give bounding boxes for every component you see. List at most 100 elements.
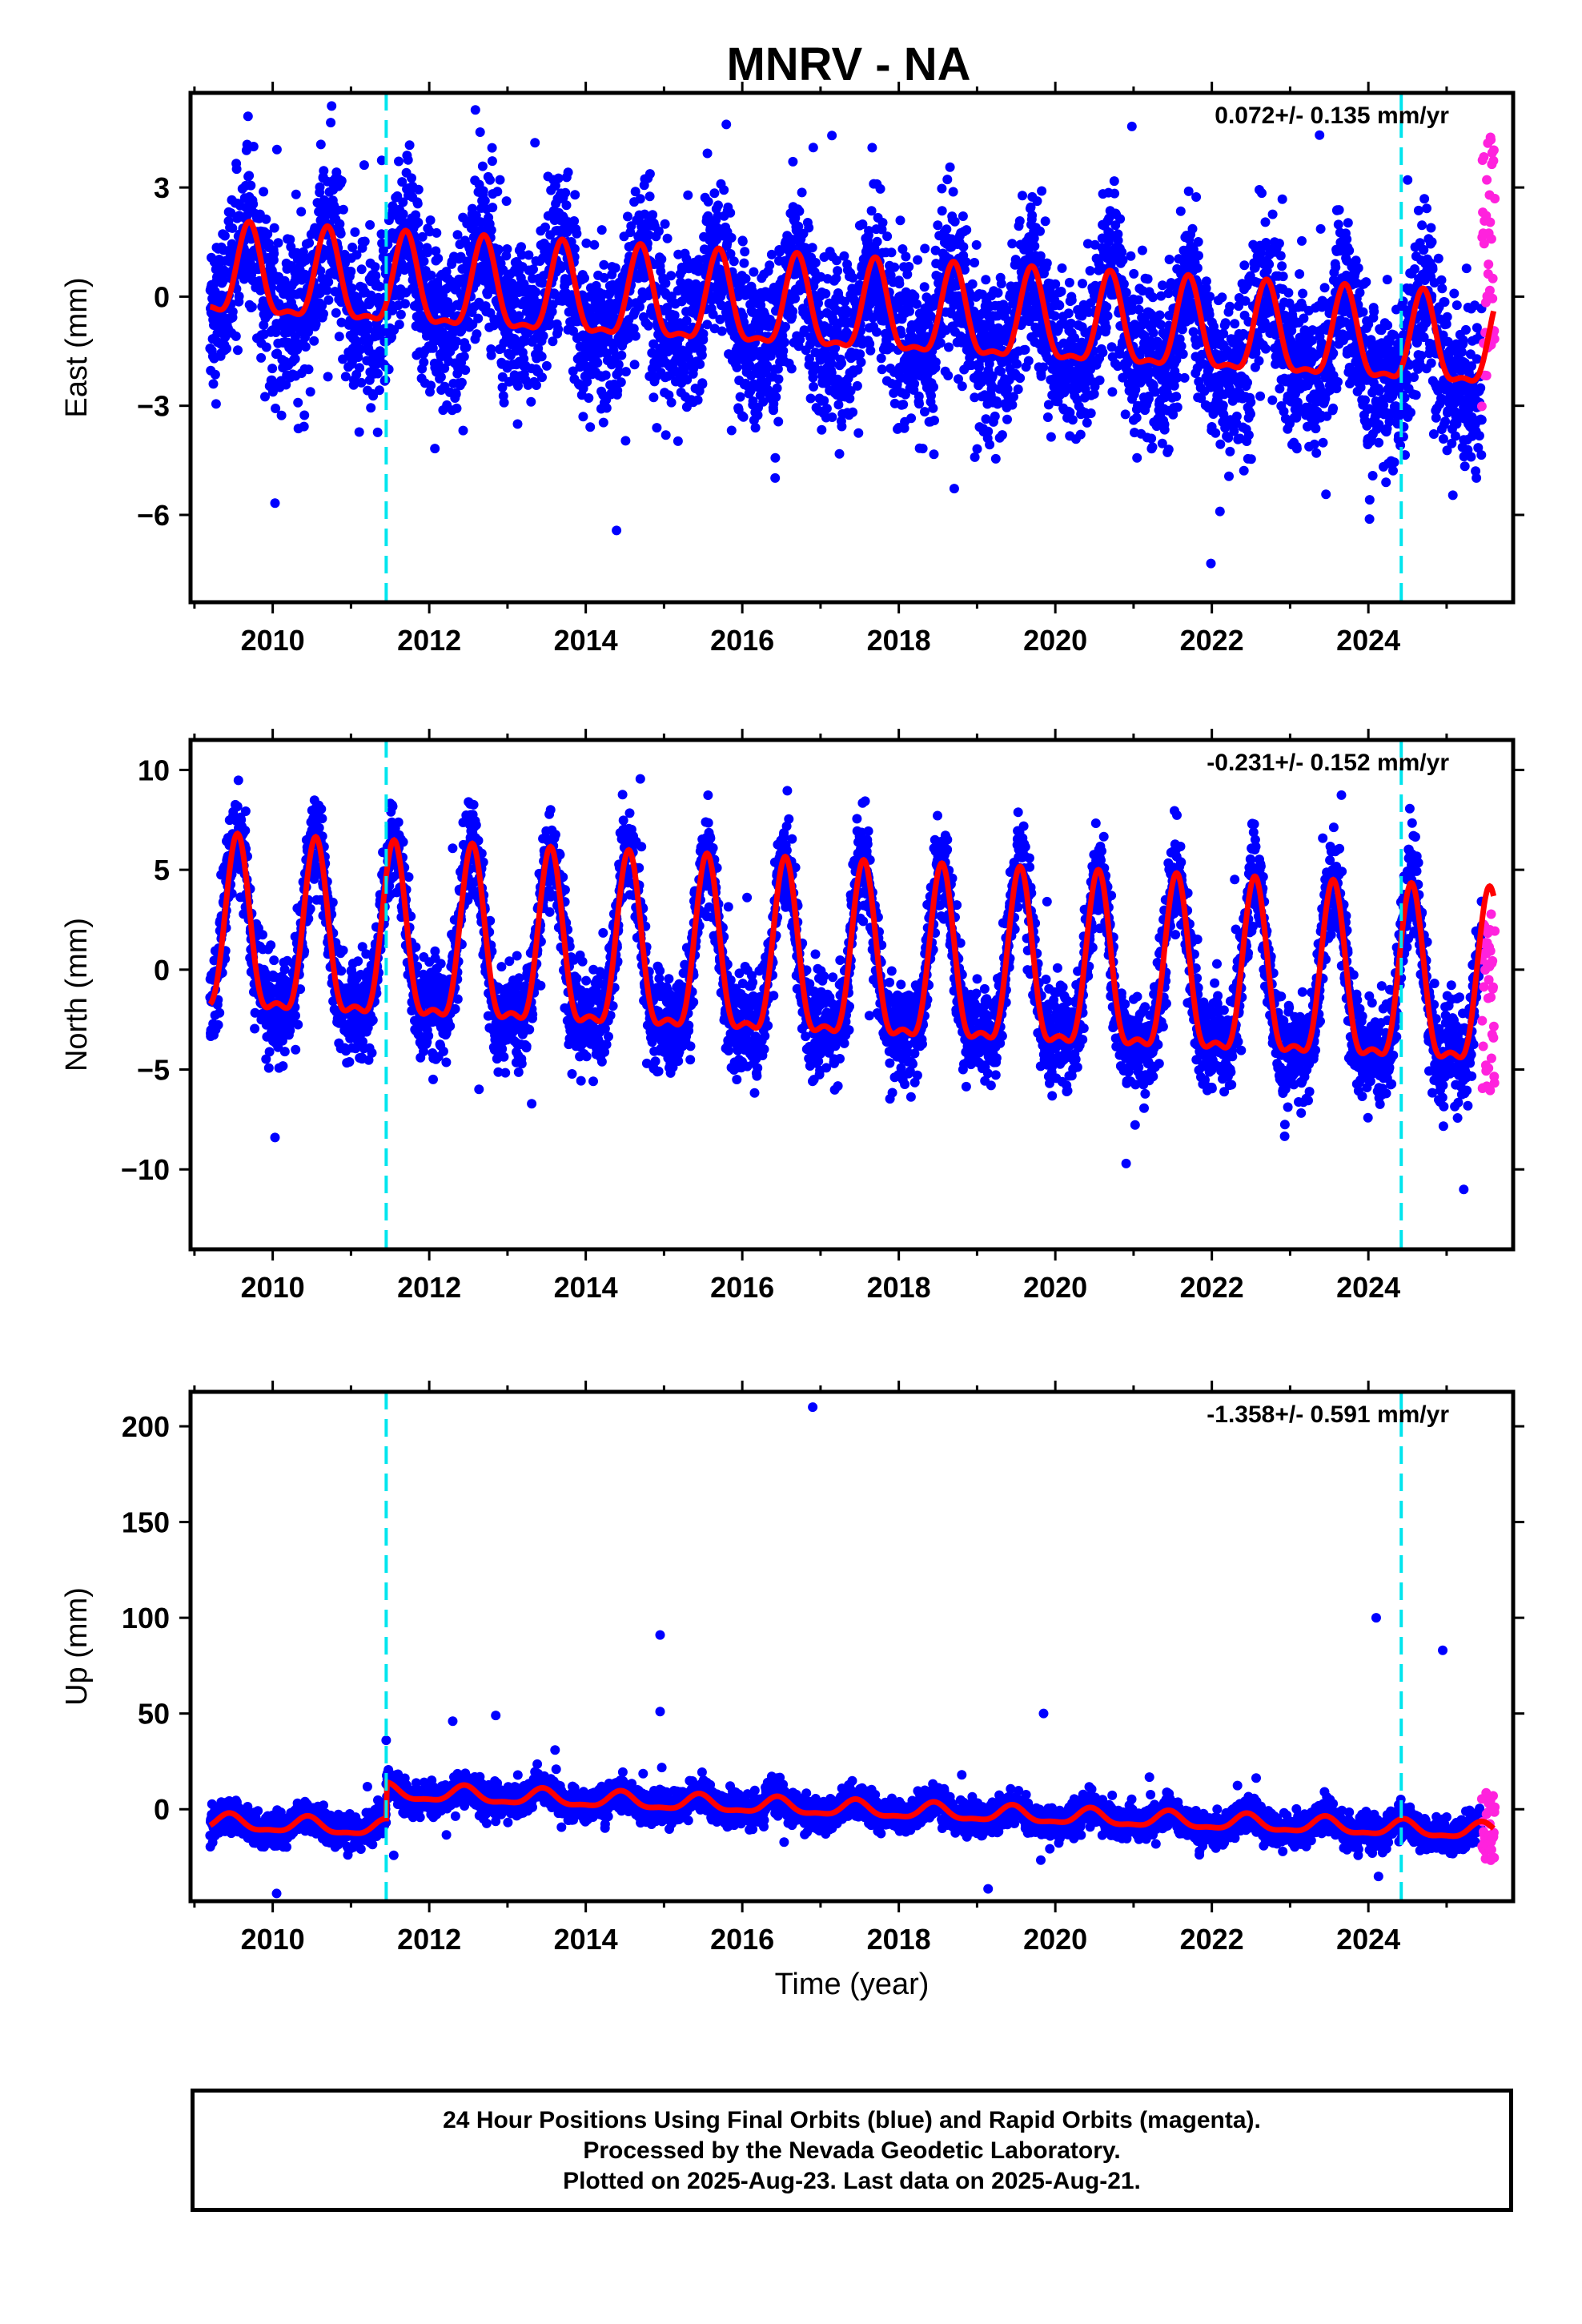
final-orbit-point: [1040, 216, 1050, 227]
final-orbit-point: [616, 350, 627, 360]
final-orbit-point: [974, 362, 984, 372]
final-orbit-point: [930, 416, 939, 425]
final-orbit-point: [330, 287, 340, 297]
final-orbit-point: [404, 140, 415, 151]
final-orbit-point: [788, 306, 798, 316]
final-orbit-point: [514, 311, 524, 321]
final-orbit-point: [315, 139, 326, 150]
final-orbit-point: [889, 262, 900, 272]
final-orbit-point: [311, 319, 321, 329]
final-orbit-point: [601, 403, 612, 413]
final-orbit-point: [305, 387, 315, 397]
final-orbit-point: [537, 372, 547, 383]
final-orbit-point: [495, 175, 505, 185]
final-orbit-point: [394, 156, 404, 167]
final-orbit-point: [580, 273, 589, 283]
final-orbit-point: [1194, 251, 1203, 261]
final-orbit-point: [488, 203, 498, 213]
final-orbit-points: [205, 101, 1487, 602]
final-orbit-point: [920, 243, 930, 254]
final-orbit-point: [942, 175, 953, 185]
final-orbit-point: [356, 377, 367, 388]
final-orbit-point: [790, 293, 801, 304]
final-orbit-point: [451, 389, 461, 400]
final-orbit-point: [347, 242, 358, 252]
final-orbit-point: [512, 419, 523, 429]
final-orbit-point: [227, 223, 238, 233]
final-orbit-point: [1176, 341, 1186, 352]
final-orbit-point: [452, 230, 463, 240]
final-orbit-point: [436, 372, 446, 382]
final-orbit-point: [666, 271, 677, 281]
final-orbit-point: [600, 370, 611, 380]
final-orbit-point: [773, 416, 784, 427]
final-orbit-point: [817, 424, 827, 435]
final-orbit-point: [1131, 412, 1142, 423]
final-orbit-point: [322, 285, 332, 296]
panel-east: 2010 2012 2014 2016 2018 2020 2022 202430−3−6Ea…: [60, 82, 1524, 657]
final-orbit-point: [981, 275, 991, 285]
final-orbit-point: [470, 105, 480, 115]
final-orbit-point: [291, 189, 301, 199]
final-orbit-point: [359, 236, 370, 247]
final-orbit-point: [1218, 400, 1228, 411]
final-orbit-point: [1178, 349, 1188, 360]
final-orbit-point: [473, 313, 484, 324]
final-orbit-point: [1078, 279, 1087, 289]
final-orbit-point: [1254, 356, 1264, 366]
final-orbit-point: [1328, 403, 1339, 413]
final-orbit-point: [426, 270, 436, 280]
final-orbit-point: [468, 219, 479, 230]
final-orbit-point: [323, 277, 334, 287]
final-orbit-point: [292, 344, 303, 355]
final-orbit-point: [498, 265, 508, 275]
final-orbit-point: [1211, 428, 1221, 438]
final-orbit-point: [1364, 514, 1375, 525]
final-orbit-point: [440, 363, 450, 373]
final-orbit-point: [1333, 219, 1343, 230]
final-orbit-point: [1137, 245, 1147, 255]
final-orbit-point: [713, 200, 723, 211]
final-orbit-point: [1321, 489, 1331, 500]
final-orbit-point: [990, 453, 1001, 464]
final-orbit-point: [1126, 251, 1136, 261]
final-orbit-point: [1331, 262, 1341, 272]
final-orbit-point: [882, 231, 893, 242]
final-orbit-point: [1217, 292, 1227, 303]
final-orbit-point: [354, 427, 364, 437]
final-orbit-point: [356, 264, 367, 275]
final-orbit-point: [248, 142, 259, 151]
final-orbit-point: [431, 246, 441, 256]
final-orbit-point: [458, 425, 468, 436]
final-orbit-point: [935, 338, 946, 348]
final-orbit-point: [335, 219, 345, 229]
final-orbit-point: [1042, 412, 1053, 422]
final-orbit-point: [244, 171, 255, 181]
final-orbit-point: [856, 357, 866, 368]
final-orbit-point: [709, 188, 720, 199]
final-orbit-point: [1013, 384, 1023, 395]
final-orbit-point: [1201, 276, 1211, 287]
final-orbit-point: [499, 397, 509, 408]
final-orbit-point: [323, 295, 334, 305]
final-orbit-point: [1075, 429, 1086, 440]
final-orbit-point: [374, 385, 384, 396]
final-orbit-point: [1193, 237, 1203, 247]
final-orbit-point: [273, 238, 283, 248]
final-orbit-point: [1036, 371, 1046, 381]
final-orbit-point: [516, 242, 526, 252]
final-orbit-point: [749, 267, 759, 277]
final-orbit-point: [919, 282, 930, 292]
final-orbit-point: [299, 421, 309, 432]
final-orbit-point: [271, 144, 282, 155]
final-orbit-point: [355, 344, 366, 355]
final-orbit-point: [569, 243, 580, 254]
final-orbit-point: [1120, 409, 1130, 420]
final-orbit-point: [398, 209, 408, 219]
final-orbit-point: [898, 400, 909, 410]
final-orbit-point: [808, 143, 818, 153]
final-orbit-point: [548, 336, 558, 347]
final-orbit-point: [394, 320, 404, 330]
final-orbit-point: [413, 217, 424, 227]
final-orbit-point: [698, 328, 709, 339]
